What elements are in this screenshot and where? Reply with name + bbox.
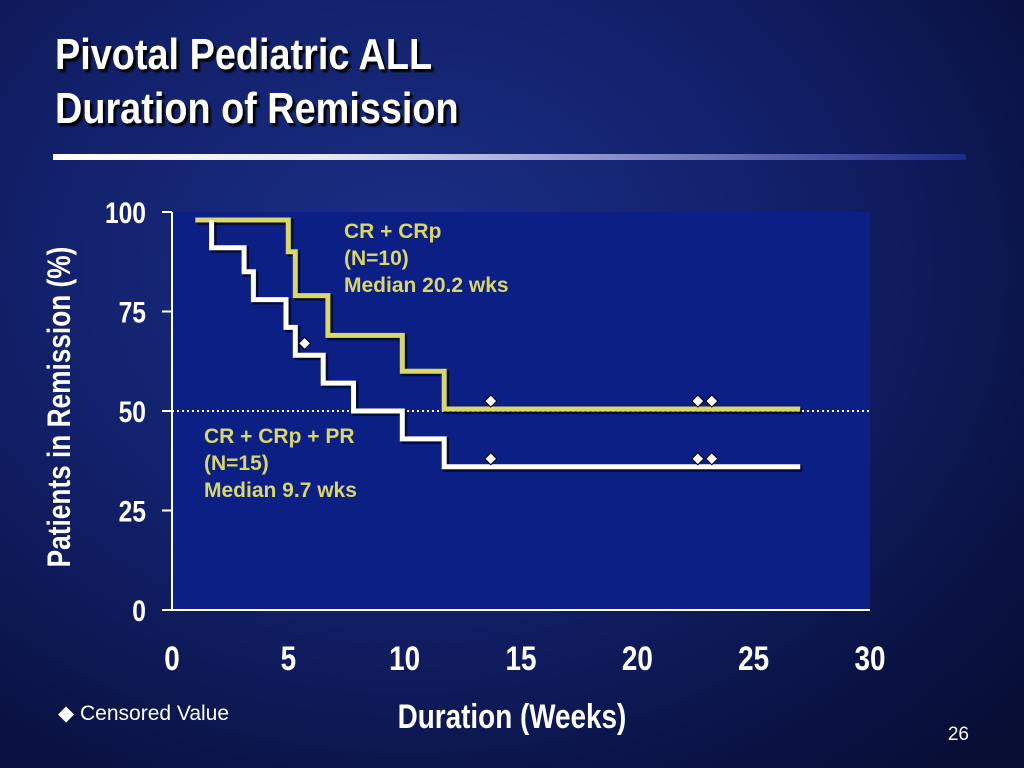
y-tick-label: 0 [132, 594, 146, 628]
series-2-annotation-line: (N=15) [204, 452, 269, 475]
series-2-annotation-line: CR + CRp + PR [204, 425, 355, 448]
series-1-censor-point [691, 394, 705, 408]
x-tick-label: 25 [738, 639, 769, 677]
slide-title: Pivotal Pediatric ALL Duration of Remiss… [55, 28, 459, 136]
series-2-line [209, 220, 801, 470]
series-1-annotation-line: (N=10) [344, 247, 409, 270]
series-2-censor-point [705, 452, 719, 466]
y-axis-title: Patients in Remission (%) [43, 247, 78, 568]
y-tick-label: 25 [119, 494, 146, 528]
series-2-censor-point [484, 452, 498, 466]
series-1-censor-point [705, 394, 719, 408]
series-1-annotation-line: Median 20.2 wks [344, 274, 509, 297]
x-tick-label: 10 [389, 639, 420, 677]
title-line-2: Duration of Remission [55, 84, 459, 133]
title-line-1: Pivotal Pediatric ALL [55, 30, 433, 79]
x-tick-label: 15 [505, 639, 536, 677]
series-2-censor-point [297, 336, 312, 351]
censored-diamond-icon: ◆ [58, 702, 75, 725]
series-1-censor-point [484, 394, 498, 408]
x-tick-label: 5 [281, 639, 297, 677]
censored-legend: ◆ Censored Value [58, 701, 229, 726]
series-1-line [195, 217, 801, 412]
page-number: 26 [947, 724, 969, 745]
y-tick-label: 50 [119, 395, 146, 429]
series-1-annotation-line: CR + CRp [344, 220, 441, 243]
title-underline [53, 154, 966, 160]
x-tick-label: 20 [622, 639, 653, 677]
censored-legend-label: Censored Value [80, 702, 230, 725]
y-tick-label: 75 [119, 295, 146, 329]
y-tick-label: 100 [105, 196, 146, 230]
x-tick-label: 0 [164, 639, 180, 677]
series-2-censor-point [691, 452, 705, 466]
series-2-annotation-line: Median 9.7 wks [204, 479, 357, 502]
x-tick-label: 30 [854, 639, 885, 677]
x-axis-title: Duration (Weeks) [398, 697, 627, 735]
